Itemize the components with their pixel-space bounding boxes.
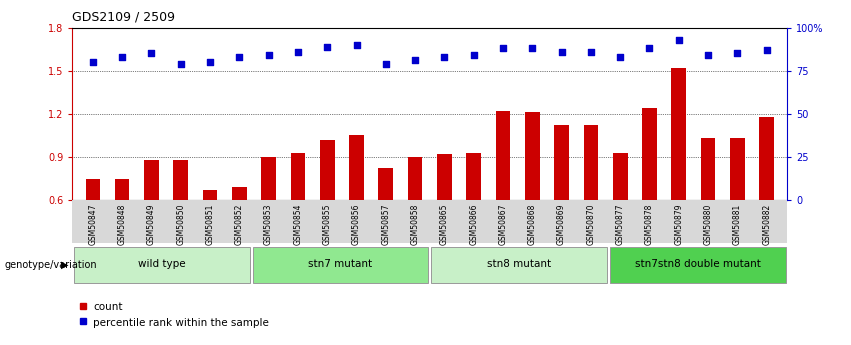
Text: ▶: ▶ bbox=[60, 260, 68, 270]
Point bbox=[525, 46, 539, 51]
Text: GSM50866: GSM50866 bbox=[469, 204, 478, 245]
Text: GSM50850: GSM50850 bbox=[176, 204, 186, 245]
Point bbox=[496, 46, 510, 51]
Text: GSM50853: GSM50853 bbox=[264, 204, 273, 245]
Bar bbox=[408, 157, 422, 200]
Point bbox=[203, 59, 217, 65]
Point bbox=[467, 52, 481, 58]
Point bbox=[614, 54, 627, 60]
Bar bbox=[115, 178, 129, 200]
Bar bbox=[671, 68, 686, 200]
Point bbox=[116, 54, 129, 60]
Bar bbox=[174, 160, 188, 200]
Point bbox=[379, 61, 392, 67]
Bar bbox=[525, 112, 540, 200]
Point bbox=[672, 37, 686, 42]
Text: GSM50881: GSM50881 bbox=[733, 204, 742, 245]
Point bbox=[321, 44, 334, 49]
FancyBboxPatch shape bbox=[74, 247, 249, 283]
Point bbox=[643, 46, 656, 51]
Point bbox=[291, 49, 305, 55]
Point bbox=[145, 51, 158, 56]
FancyBboxPatch shape bbox=[431, 247, 607, 283]
FancyBboxPatch shape bbox=[610, 247, 785, 283]
Point bbox=[760, 47, 774, 53]
Text: genotype/variation: genotype/variation bbox=[4, 260, 97, 270]
Text: GSM50857: GSM50857 bbox=[381, 204, 391, 245]
Text: GSM50848: GSM50848 bbox=[117, 204, 127, 245]
Text: GSM50849: GSM50849 bbox=[147, 204, 156, 245]
Text: GSM50869: GSM50869 bbox=[557, 204, 566, 245]
Bar bbox=[466, 152, 481, 200]
Bar bbox=[144, 160, 159, 200]
Text: GSM50847: GSM50847 bbox=[89, 204, 97, 245]
Bar bbox=[85, 178, 100, 200]
Text: GSM50877: GSM50877 bbox=[615, 204, 625, 245]
Text: GDS2109 / 2509: GDS2109 / 2509 bbox=[72, 10, 175, 23]
Text: GSM50878: GSM50878 bbox=[645, 204, 654, 245]
Point bbox=[174, 61, 187, 67]
Point bbox=[584, 49, 597, 55]
Bar bbox=[730, 138, 745, 200]
Bar bbox=[349, 135, 364, 200]
Point bbox=[232, 54, 246, 60]
Text: GSM50858: GSM50858 bbox=[410, 204, 420, 245]
Bar bbox=[232, 187, 247, 200]
Text: GSM50852: GSM50852 bbox=[235, 204, 244, 245]
Point bbox=[730, 51, 744, 56]
Text: GSM50879: GSM50879 bbox=[674, 204, 683, 245]
FancyBboxPatch shape bbox=[253, 247, 428, 283]
Text: GSM50880: GSM50880 bbox=[704, 204, 712, 245]
Text: GSM50870: GSM50870 bbox=[586, 204, 596, 245]
Point bbox=[701, 52, 715, 58]
Bar bbox=[437, 154, 452, 200]
Text: GSM50882: GSM50882 bbox=[762, 204, 771, 245]
Bar bbox=[261, 157, 276, 200]
Bar bbox=[584, 125, 598, 200]
Bar bbox=[554, 125, 569, 200]
Text: stn7stn8 double mutant: stn7stn8 double mutant bbox=[635, 259, 761, 269]
Text: GSM50867: GSM50867 bbox=[499, 204, 507, 245]
Bar bbox=[320, 140, 334, 200]
Bar bbox=[290, 152, 306, 200]
Text: wild type: wild type bbox=[138, 259, 186, 269]
Point bbox=[437, 54, 451, 60]
Text: GSM50854: GSM50854 bbox=[294, 204, 302, 245]
Point bbox=[86, 59, 100, 65]
Point bbox=[350, 42, 363, 48]
Text: GSM50868: GSM50868 bbox=[528, 204, 537, 245]
Text: GSM50856: GSM50856 bbox=[352, 204, 361, 245]
Bar bbox=[613, 152, 627, 200]
Bar bbox=[643, 108, 657, 200]
Bar bbox=[495, 111, 511, 200]
Bar bbox=[700, 138, 716, 200]
Point bbox=[555, 49, 568, 55]
Legend: count, percentile rank within the sample: count, percentile rank within the sample bbox=[77, 302, 269, 327]
Text: stn7 mutant: stn7 mutant bbox=[308, 259, 373, 269]
Text: GSM50865: GSM50865 bbox=[440, 204, 449, 245]
Point bbox=[262, 52, 276, 58]
Bar bbox=[203, 190, 217, 200]
Text: stn8 mutant: stn8 mutant bbox=[487, 259, 551, 269]
Bar bbox=[759, 117, 774, 200]
Text: GSM50851: GSM50851 bbox=[206, 204, 214, 245]
Text: GSM50855: GSM50855 bbox=[323, 204, 332, 245]
Point bbox=[408, 58, 422, 63]
Bar bbox=[379, 168, 393, 200]
